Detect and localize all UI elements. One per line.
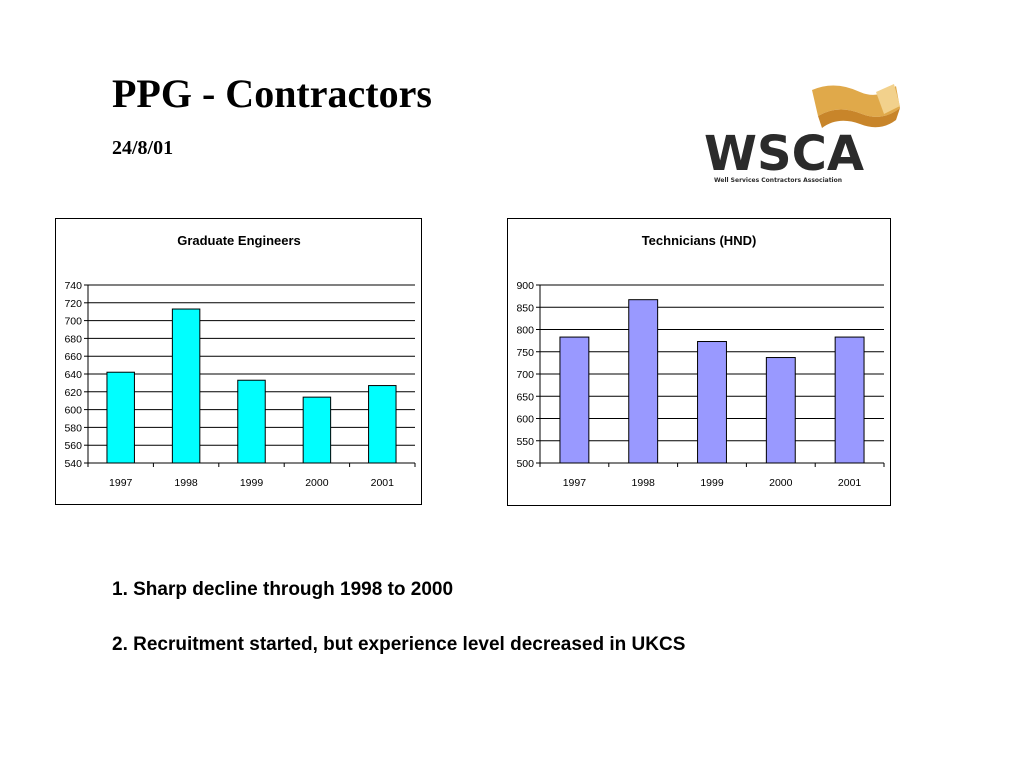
y-tick-label: 740 [64,280,82,292]
x-tick-label: 1998 [632,477,656,489]
wsca-logo: WSCA Well Services Contractors Associati… [700,78,910,188]
x-tick-label: 2000 [769,477,793,489]
graduate-engineers-plot: Graduate Engineers 540 560 580 600 620 640 660 6… [64,233,416,489]
technicians-plot: Technicians (HND) 500 550 600 650 700 750 800 85… [516,233,885,489]
y-tick-label: 580 [64,422,82,434]
bar-1997 [106,371,135,464]
bar-2000 [765,357,796,464]
y-tick-label: 700 [516,369,534,381]
x-tick-label: 2001 [371,477,395,489]
x-tick-label: 1999 [700,477,724,489]
y-tick-label: 800 [516,325,534,337]
bar-2000 [302,396,332,464]
logo-wordmark: WSCA [704,126,864,182]
y-tick-label: 500 [516,458,534,470]
chart-title: Technicians (HND) [642,233,757,248]
y-tick-label: 750 [516,347,534,359]
x-tick-label: 1999 [240,477,264,489]
x-tick-label: 2000 [305,477,329,489]
logo-tagline: Well Services Contractors Association [714,177,842,184]
y-tick-label: 540 [64,458,82,470]
note-item: 1. Sharp decline through 1998 to 2000 [112,579,454,600]
bar-1999 [697,341,727,464]
y-tick-label: 720 [64,298,82,310]
note-item: 2. Recruitment started, but experience l… [112,634,686,655]
logo-flag-icon [812,84,900,128]
graduate-engineers-chart: Graduate Engineers 540 560 580 600 620 640 660 6… [55,218,422,505]
y-tick-label: 850 [516,302,534,314]
y-tick-label: 650 [516,391,534,403]
y-tick-label: 600 [64,405,82,417]
y-tick-label: 600 [516,414,534,426]
bar-1998 [628,299,659,464]
notes-list: 1. Sharp decline through 1998 to 2000 2.… [112,578,685,657]
y-tick-label: 680 [64,333,82,345]
y-tick-label: 660 [64,351,82,363]
x-tick-label: 1998 [174,477,198,489]
y-tick-label: 900 [516,280,534,292]
bar-1999 [237,379,266,464]
bar-1998 [171,308,201,464]
x-tick-label: 1997 [563,477,587,489]
bar-1997 [559,336,590,464]
slide-date: 24/8/01 [112,137,174,159]
bar-2001 [834,336,865,464]
y-tick-label: 640 [64,369,82,381]
y-tick-label: 550 [516,436,534,448]
slide-title: PPG - Contractors [112,71,432,116]
x-tick-label: 1997 [109,477,133,489]
technicians-chart: Technicians (HND) 500 550 600 650 700 750 800 85… [507,218,891,506]
x-tick-label: 2001 [838,477,862,489]
chart-title: Graduate Engineers [177,233,301,248]
y-tick-label: 620 [64,387,82,399]
y-tick-label: 560 [64,440,82,452]
y-tick-label: 700 [64,316,82,328]
bar-2001 [368,385,397,464]
